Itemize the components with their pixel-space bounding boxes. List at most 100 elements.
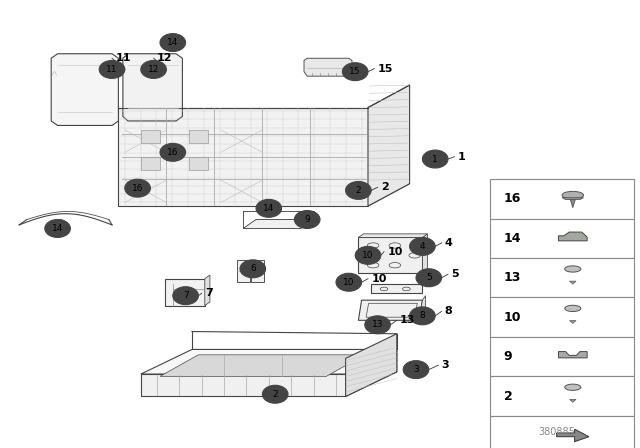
Circle shape xyxy=(173,287,198,305)
Polygon shape xyxy=(368,85,410,206)
Circle shape xyxy=(160,34,186,52)
Text: 9: 9 xyxy=(504,350,512,363)
Bar xyxy=(490,297,634,337)
Text: 2: 2 xyxy=(356,186,361,195)
Circle shape xyxy=(336,273,362,291)
Text: 14: 14 xyxy=(52,224,63,233)
Polygon shape xyxy=(141,374,346,396)
Polygon shape xyxy=(304,58,352,76)
Circle shape xyxy=(160,143,186,161)
Text: 12: 12 xyxy=(148,65,159,74)
Text: 14: 14 xyxy=(167,38,179,47)
Polygon shape xyxy=(346,349,397,396)
Circle shape xyxy=(346,181,371,199)
Circle shape xyxy=(416,269,442,287)
Circle shape xyxy=(355,246,381,264)
Circle shape xyxy=(262,385,288,403)
Text: 6: 6 xyxy=(250,264,255,273)
Polygon shape xyxy=(251,260,264,282)
Polygon shape xyxy=(51,54,118,125)
Text: 10: 10 xyxy=(343,278,355,287)
Text: 7: 7 xyxy=(205,289,212,298)
Text: 16: 16 xyxy=(167,148,179,157)
Text: 2: 2 xyxy=(504,389,513,403)
Bar xyxy=(189,130,208,143)
Polygon shape xyxy=(419,296,426,320)
Circle shape xyxy=(125,179,150,197)
Polygon shape xyxy=(422,234,428,273)
Bar xyxy=(141,157,160,170)
Bar xyxy=(141,130,160,143)
Text: 3: 3 xyxy=(413,365,419,374)
Bar xyxy=(490,219,634,258)
Circle shape xyxy=(422,150,448,168)
Polygon shape xyxy=(118,108,368,206)
Text: 15: 15 xyxy=(349,67,361,76)
Polygon shape xyxy=(346,334,397,396)
Text: 11: 11 xyxy=(115,53,131,63)
Bar xyxy=(189,157,208,170)
Circle shape xyxy=(365,316,390,334)
Polygon shape xyxy=(118,184,410,206)
Text: 4: 4 xyxy=(420,242,425,251)
Text: 12: 12 xyxy=(157,53,172,63)
Polygon shape xyxy=(141,349,397,374)
Text: 16: 16 xyxy=(132,184,143,193)
Bar xyxy=(490,376,634,416)
Text: 8: 8 xyxy=(420,311,425,320)
Circle shape xyxy=(141,60,166,78)
Text: 14: 14 xyxy=(504,232,521,245)
Circle shape xyxy=(410,237,435,255)
Ellipse shape xyxy=(564,305,581,311)
Text: 9: 9 xyxy=(305,215,310,224)
Polygon shape xyxy=(557,429,589,442)
Circle shape xyxy=(342,63,368,81)
Text: 3: 3 xyxy=(442,360,449,370)
Polygon shape xyxy=(237,260,250,282)
Text: 5: 5 xyxy=(426,273,431,282)
Text: 13: 13 xyxy=(372,320,383,329)
Polygon shape xyxy=(570,199,575,208)
Text: 15: 15 xyxy=(378,64,393,73)
Text: 16: 16 xyxy=(504,192,521,206)
Text: 5: 5 xyxy=(451,269,459,279)
Polygon shape xyxy=(205,275,210,306)
Text: 1: 1 xyxy=(458,152,465,162)
Text: 2: 2 xyxy=(273,390,278,399)
Polygon shape xyxy=(570,400,576,402)
Text: 7: 7 xyxy=(183,291,188,300)
Text: 2: 2 xyxy=(381,182,388,192)
Text: 13: 13 xyxy=(400,315,415,325)
Circle shape xyxy=(99,60,125,78)
Text: 13: 13 xyxy=(504,271,521,284)
Circle shape xyxy=(294,211,320,228)
Text: 10: 10 xyxy=(362,251,374,260)
Polygon shape xyxy=(358,300,422,320)
Text: 380885: 380885 xyxy=(538,427,575,437)
Text: 14: 14 xyxy=(263,204,275,213)
Polygon shape xyxy=(243,220,314,228)
Polygon shape xyxy=(371,284,422,293)
Bar xyxy=(490,416,634,448)
Polygon shape xyxy=(160,355,365,376)
Text: 4: 4 xyxy=(445,238,452,248)
Text: 10: 10 xyxy=(371,274,387,284)
Ellipse shape xyxy=(564,266,581,272)
Polygon shape xyxy=(165,279,205,306)
Text: 10: 10 xyxy=(387,247,403,257)
Text: 1: 1 xyxy=(433,155,438,164)
Polygon shape xyxy=(358,234,428,237)
Ellipse shape xyxy=(562,191,584,199)
Text: 11: 11 xyxy=(106,65,118,74)
Circle shape xyxy=(240,260,266,278)
Polygon shape xyxy=(559,232,587,241)
Bar xyxy=(490,179,634,219)
Polygon shape xyxy=(562,198,584,199)
Polygon shape xyxy=(570,281,576,284)
Text: 10: 10 xyxy=(504,310,521,324)
Polygon shape xyxy=(358,237,422,273)
Bar xyxy=(490,258,634,297)
Circle shape xyxy=(45,220,70,237)
Polygon shape xyxy=(570,321,576,323)
Circle shape xyxy=(403,361,429,379)
